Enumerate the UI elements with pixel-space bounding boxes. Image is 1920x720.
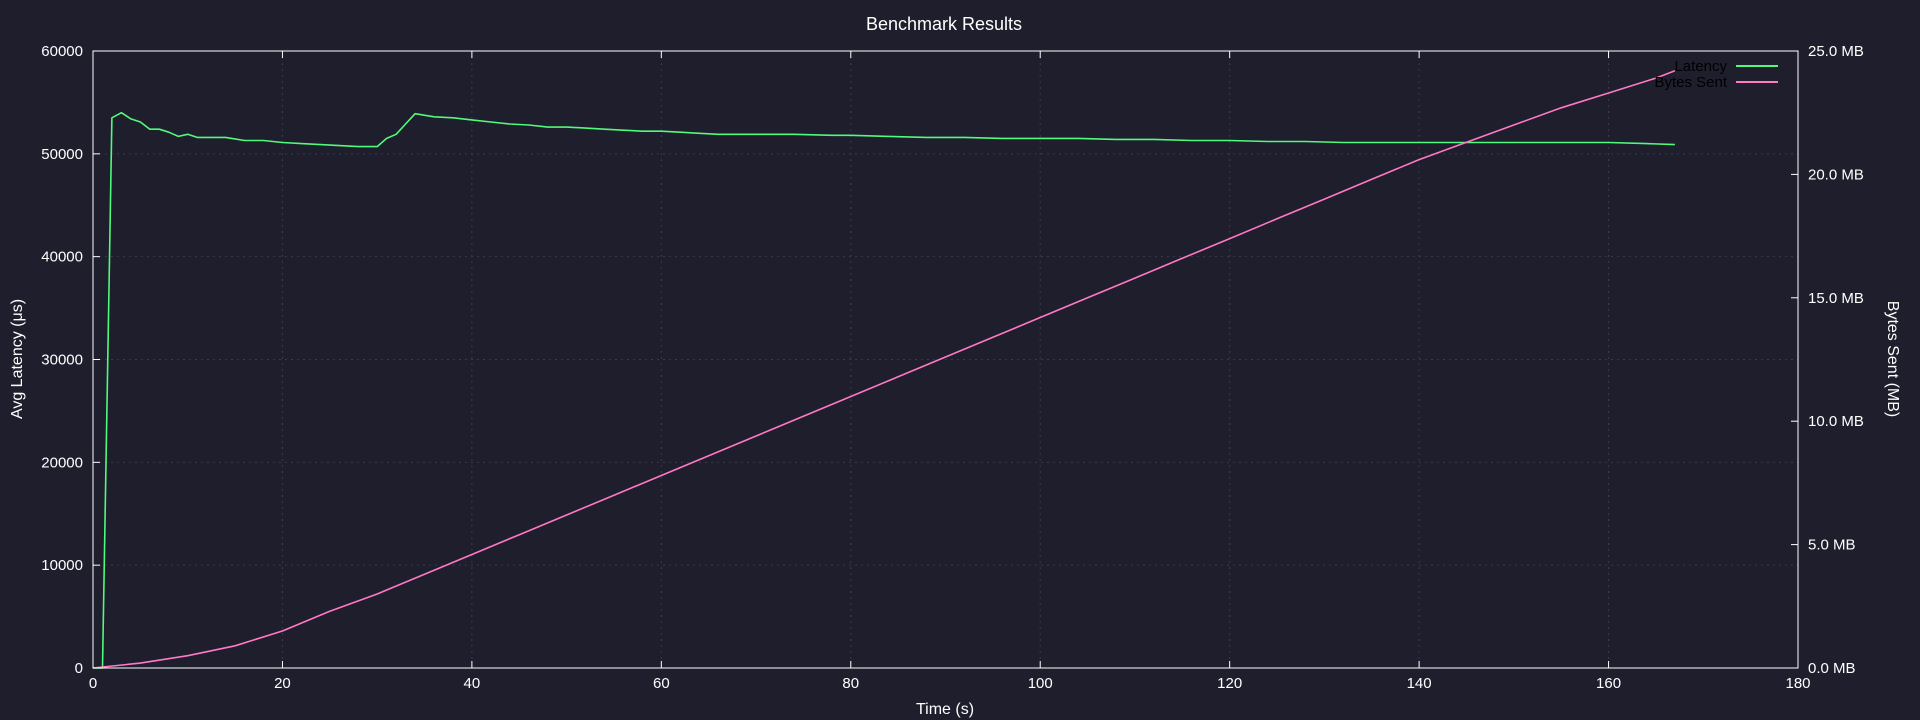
x-axis-label: Time (s)	[916, 701, 974, 718]
y2-tick-label: 10.0 MB	[1808, 413, 1864, 430]
x-tick-label: 120	[1217, 675, 1242, 692]
legend-label: Bytes Sent	[1654, 74, 1727, 91]
series-line-bytes-sent	[92, 69, 1676, 669]
y2-tick-label: 25.0 MB	[1808, 43, 1864, 60]
x-tick-label: 60	[653, 675, 670, 692]
x-tick-label: 40	[464, 675, 481, 692]
x-tick-label: 140	[1407, 675, 1432, 692]
x-tick-label: 20	[274, 675, 291, 692]
chart-title: Benchmark Results	[866, 14, 1022, 34]
y2-axis-label: Bytes Sent (MB)	[1884, 301, 1901, 417]
x-tick-label: 180	[1785, 675, 1810, 692]
y2-tick-label: 0.0 MB	[1808, 660, 1856, 677]
x-tick-label: 80	[842, 675, 859, 692]
legend-label: Latency	[1674, 58, 1727, 75]
y-axis-label: Avg Latency (μs)	[9, 299, 26, 419]
x-tick-label: 100	[1028, 675, 1053, 692]
y-tick-label: 30000	[41, 352, 83, 369]
y2-tick-label: 15.0 MB	[1808, 290, 1864, 307]
x-tick-label: 160	[1596, 675, 1621, 692]
axis-ticks: 0 20 40 60 80 100 120 140 160 180 0 10000 20000 30000…	[41, 43, 1864, 692]
series-line-latency	[93, 111, 1675, 669]
series-layer	[92, 69, 1676, 669]
y-tick-label: 60000	[41, 43, 83, 60]
x-tick-label: 0	[89, 675, 97, 692]
y-tick-label: 40000	[41, 249, 83, 266]
y2-tick-label: 5.0 MB	[1808, 537, 1856, 554]
y-tick-label: 10000	[41, 557, 83, 574]
y-tick-label: 50000	[41, 146, 83, 163]
y-tick-label: 20000	[41, 454, 83, 471]
y2-tick-label: 20.0 MB	[1808, 166, 1864, 183]
y-tick-label: 0	[75, 660, 83, 677]
